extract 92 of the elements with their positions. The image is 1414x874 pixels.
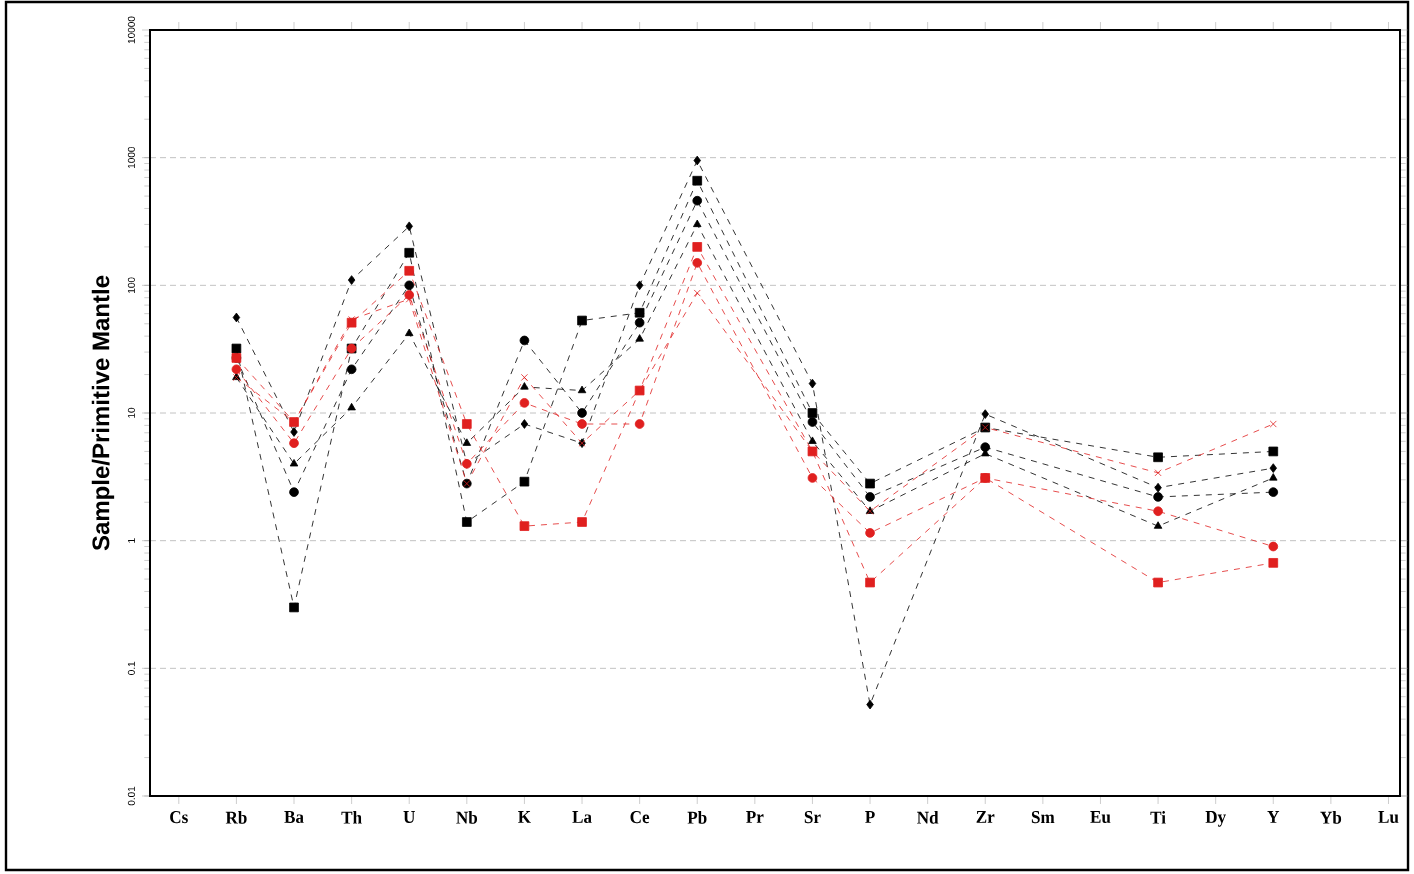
x-tick-label: K (518, 811, 531, 823)
point (1269, 463, 1277, 473)
point (865, 577, 875, 588)
x-tick-label: U (403, 811, 415, 823)
x-tick-label: Nd (917, 811, 939, 824)
point (346, 364, 357, 375)
point (807, 473, 818, 483)
point (1154, 469, 1162, 477)
x-tick-label: Zr (976, 811, 995, 823)
point (1154, 482, 1162, 493)
point (289, 438, 299, 449)
point (1153, 506, 1163, 517)
point (1153, 521, 1163, 529)
x-tick-label: Rb (225, 811, 247, 824)
point (231, 364, 242, 375)
point (807, 408, 818, 418)
x-tick-label: Cs (170, 811, 188, 824)
point (404, 247, 415, 258)
point (807, 417, 818, 427)
point (289, 459, 299, 467)
point (634, 419, 645, 429)
x-tick-label: Y (1267, 811, 1280, 823)
point (577, 315, 587, 326)
point (577, 385, 587, 394)
point (808, 378, 817, 389)
x-tick-label: Ti (1150, 811, 1166, 824)
point (693, 289, 701, 297)
point (865, 528, 875, 538)
x-tick-label: La (572, 811, 592, 824)
point (290, 427, 298, 437)
point (577, 419, 587, 429)
point (1153, 492, 1163, 502)
point (865, 478, 875, 489)
x-tick-label: P (865, 811, 875, 823)
x-tick-label: Lu (1378, 811, 1399, 824)
point (404, 265, 415, 276)
point (1268, 446, 1279, 457)
point (519, 335, 530, 346)
point (519, 521, 530, 531)
point (347, 402, 356, 411)
y-axis-title: Sample/Primitive Mantle (91, 275, 115, 551)
point (462, 438, 472, 446)
point (1268, 487, 1279, 497)
x-tick-label: Ce (630, 811, 650, 824)
x-tick-label: Nb (456, 811, 478, 824)
point (1153, 577, 1163, 588)
point (347, 275, 356, 285)
point (692, 242, 703, 252)
point (520, 373, 528, 381)
x-tick-label: Pb (687, 811, 707, 824)
point (519, 476, 530, 487)
point (634, 317, 645, 328)
point (635, 280, 644, 291)
point (692, 258, 703, 268)
x-tick-label: Ba (284, 811, 304, 824)
point (577, 517, 587, 527)
point (520, 382, 529, 390)
point (519, 398, 530, 408)
point (865, 492, 875, 502)
point (289, 487, 299, 497)
x-tick-label: Sr (804, 811, 821, 824)
point (289, 602, 299, 613)
point (692, 195, 703, 206)
point (693, 155, 701, 166)
x-tick-label: Th (341, 811, 362, 824)
point (1268, 541, 1279, 552)
point (692, 175, 703, 186)
point (635, 334, 644, 342)
point (405, 328, 414, 337)
point (693, 219, 702, 228)
point (1269, 473, 1278, 481)
point (462, 419, 472, 429)
point (232, 312, 241, 323)
point (980, 473, 991, 483)
point (634, 307, 645, 318)
point (1153, 452, 1163, 463)
point (1268, 558, 1279, 568)
point (981, 409, 989, 419)
x-tick-label: Dy (1205, 811, 1226, 827)
point (808, 436, 817, 444)
point (462, 517, 472, 527)
x-tick-label: Eu (1090, 811, 1111, 824)
x-tick-label: Pr (746, 811, 764, 823)
point (1269, 420, 1277, 428)
point (404, 280, 415, 291)
point (520, 419, 529, 429)
point (866, 699, 874, 710)
point (577, 408, 587, 418)
point (405, 221, 413, 232)
point (231, 343, 242, 354)
x-tick-label: Sm (1031, 811, 1055, 824)
x-tick-label: Yb (1320, 811, 1342, 824)
